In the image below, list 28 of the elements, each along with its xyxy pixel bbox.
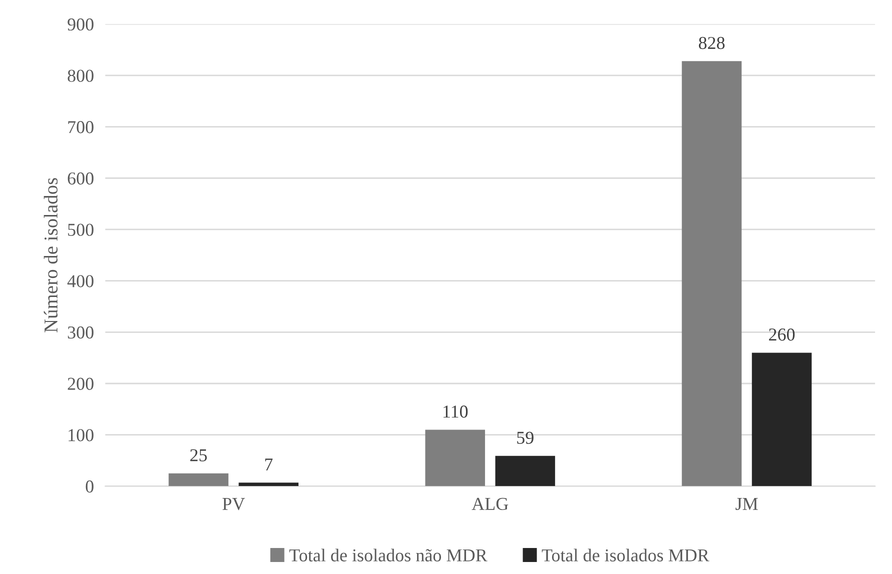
data-label: 260 [769, 328, 795, 341]
bar [495, 456, 556, 486]
legend-label: Total de isolados não MDR [289, 548, 488, 562]
data-label: 59 [517, 432, 534, 444]
y-tick-label: 100 [68, 429, 94, 442]
y-tick-label: 0 [86, 480, 94, 493]
x-tick-label: JM [736, 498, 758, 510]
data-label: 110 [444, 406, 468, 418]
y-tick-label: 800 [68, 70, 94, 82]
y-tick-label: 700 [68, 121, 94, 134]
y-tick-label: 600 [68, 172, 94, 185]
data-label: 828 [698, 36, 725, 50]
y-tick-label: 200 [68, 378, 94, 390]
y-tick-label: 900 [68, 18, 94, 31]
data-label: 7 [265, 458, 273, 470]
y-tick-label: 400 [67, 275, 94, 288]
x-tick-label: PV [222, 498, 245, 510]
legend-label: Total de isolados MDR [542, 548, 710, 562]
data-label: 25 [190, 449, 207, 462]
bar [168, 473, 228, 486]
bar [238, 482, 298, 486]
y-tick-label: 500 [68, 224, 94, 236]
bar [425, 430, 486, 486]
x-tick-label: ALG [472, 498, 508, 510]
bar [682, 61, 742, 486]
y-axis-title: Número de isolados [44, 178, 58, 332]
bar [752, 352, 812, 486]
y-tick-label: 300 [68, 326, 94, 339]
